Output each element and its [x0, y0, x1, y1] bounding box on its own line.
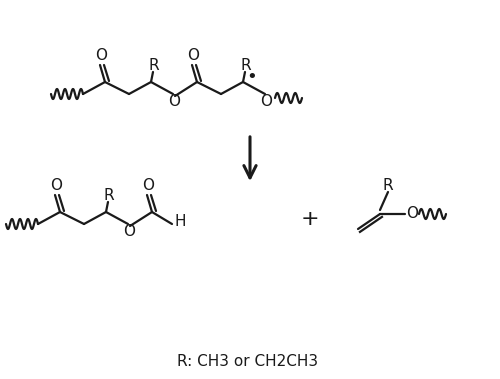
Text: •: •	[246, 68, 258, 86]
Text: +: +	[300, 209, 320, 229]
Text: R: R	[240, 58, 252, 74]
Text: O: O	[406, 207, 418, 221]
Text: O: O	[123, 224, 135, 240]
Text: O: O	[260, 94, 272, 110]
Text: O: O	[95, 49, 107, 64]
Text: R: R	[148, 58, 160, 74]
Text: R: CH3 or CH2CH3: R: CH3 or CH2CH3	[178, 354, 318, 368]
Text: O: O	[50, 179, 62, 194]
Text: R: R	[382, 179, 394, 194]
Text: O: O	[142, 179, 154, 194]
Text: R: R	[104, 188, 115, 204]
Text: H: H	[174, 215, 186, 230]
Text: O: O	[187, 49, 199, 64]
Text: O: O	[168, 94, 180, 110]
